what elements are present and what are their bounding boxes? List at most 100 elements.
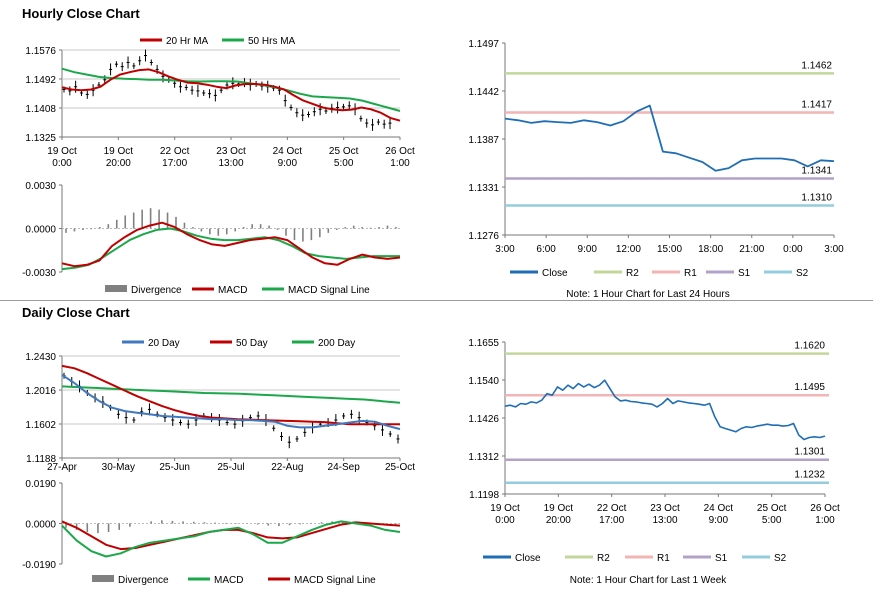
daily-price-ylabel-1: 1.2016	[25, 386, 56, 397]
daily-week-xlabel-2-b: 17:00	[599, 515, 624, 526]
daily-macd-ylabel-2: -0.0190	[22, 560, 56, 571]
daily-week-legend-r1-label: R1	[657, 553, 670, 564]
daily-week-ylabel-4: 1.1198	[469, 490, 499, 501]
daily-price-xlabel-4: 22-Aug	[271, 462, 303, 473]
hourly-24h-legend-close-label: Close	[542, 268, 568, 279]
daily-week-xlabel-3-b: 13:00	[652, 515, 677, 526]
hourly-24h-xlabel-5: 18:00	[698, 244, 723, 255]
daily-week-ylabel-2: 1.1426	[468, 414, 499, 425]
hourly-price-ylabel-2: 1.1408	[25, 104, 56, 115]
hourly-legend-signal-label: MACD Signal Line	[288, 285, 370, 296]
daily-price-xlabel-5: 24-Sep	[328, 462, 361, 473]
hourly-legend-50hr-label: 50 Hrs MA	[248, 36, 296, 47]
daily-legend-20day-label: 20 Day	[148, 338, 180, 349]
hourly-macd-line	[61, 221, 401, 268]
daily-200day-line	[61, 385, 401, 404]
hourly-24h-s1-label: 1.1341	[801, 166, 832, 177]
daily-week-xlabel-5-b: 5:00	[762, 515, 782, 526]
section-divider	[0, 300, 873, 301]
hourly-50hr-ma-line	[61, 67, 401, 112]
hourly-24h-r2-label: 1.1462	[801, 60, 832, 71]
hourly-24h-ylabel-4: 1.1276	[468, 231, 499, 242]
hourly-price-xlabel-2-b: 17:00	[162, 158, 187, 169]
daily-week-legend-s1-label: S1	[715, 553, 728, 564]
daily-legend-divergence-swatch	[92, 575, 114, 582]
daily-week-ylabel-3: 1.1312	[468, 452, 499, 463]
daily-price-xlabel-2: 25-Jun	[159, 462, 190, 473]
daily-week-xlabel-3-a: 23 Oct	[650, 503, 680, 514]
daily-week-s1-label: 1.1301	[794, 447, 825, 458]
hourly-24h-xlabel-4: 15:00	[657, 244, 682, 255]
daily-macd-ylabel-1: 0.0000	[25, 520, 56, 531]
daily-week-note: Note: 1 Hour Chart for Last 1 Week	[570, 575, 728, 586]
hourly-macd-ylabel-1: 0.0000	[25, 225, 56, 236]
hourly-price-xlabel-3-b: 13:00	[218, 158, 243, 169]
hourly-legend-20hr-label: 20 Hr MA	[166, 36, 209, 47]
daily-week-legend-close-label: Close	[515, 553, 541, 564]
daily-price-xlabel-1: 30-May	[102, 462, 135, 473]
hourly-24h-xlabel-1: 6:00	[536, 244, 556, 255]
hourly-20hr-ma-line	[61, 68, 401, 122]
hourly-legend-macd-label: MACD	[218, 285, 247, 296]
hourly-24h-legend-s1-label: S1	[738, 268, 751, 279]
daily-week-xlabel-0-a: 19 Oct	[490, 503, 520, 514]
daily-macd-signal-line	[61, 520, 401, 551]
daily-price-ylabel-2: 1.1602	[25, 420, 56, 431]
hourly-price-xlabel-5-b: 5:00	[334, 158, 354, 169]
hourly-24h-xlabel-8: 3:00	[824, 244, 844, 255]
hourly-24h-xlabel-2: 9:00	[578, 244, 598, 255]
hourly-24h-ylabel-0: 1.1497	[468, 39, 499, 50]
hourly-price-xlabel-1-a: 19 Oct	[104, 146, 134, 157]
daily-macd-ylabel-0: 0.0190	[25, 479, 56, 490]
hourly-24h-xlabel-7: 0:00	[783, 244, 803, 255]
hourly-price-ylabel-0: 1.1576	[25, 46, 56, 57]
hourly-24h-legend-s2-label: S2	[796, 268, 809, 279]
daily-week-xlabel-4-b: 9:00	[709, 515, 729, 526]
daily-week-legend-r2-label: R2	[597, 553, 610, 564]
hourly-price-xlabel-4-a: 24 Oct	[273, 146, 303, 157]
daily-price-ylabel-0: 1.2430	[25, 352, 56, 363]
daily-week-r1-label: 1.1495	[794, 382, 825, 393]
daily-week-r2-label: 1.1620	[794, 341, 825, 352]
hourly-price-ylabel-3: 1.1325	[25, 133, 56, 144]
daily-week-xlabel-6-a: 26 Oct	[810, 503, 840, 514]
daily-50day-line	[61, 364, 400, 426]
hourly-price-xlabel-0-b: 0:00	[52, 158, 72, 169]
hourly-24h-r1-label: 1.1417	[801, 100, 832, 111]
daily-legend-divergence-label: Divergence	[118, 575, 169, 586]
hourly-price-xlabel-6-a: 26 Oct	[385, 146, 415, 157]
daily-price-xlabel-3: 25-Jul	[217, 462, 244, 473]
daily-week-xlabel-4-a: 24 Oct	[704, 503, 734, 514]
hourly-legend-divergence-label: Divergence	[131, 285, 182, 296]
hourly-price-xlabel-4-b: 9:00	[278, 158, 298, 169]
daily-week-xlabel-0-b: 0:00	[495, 515, 515, 526]
daily-week-ylabel-0: 1.1655	[468, 338, 499, 349]
hourly-price-ylabel-1: 1.1492	[25, 75, 56, 86]
hourly-price-xlabel-0-a: 19 Oct	[47, 146, 77, 157]
daily-price-ylabel-3: 1.1188	[26, 454, 56, 465]
daily-week-xlabel-6-b: 1:00	[815, 515, 835, 526]
hourly-macd-ylabel-0: 0.0030	[25, 181, 56, 192]
daily-legend-200day-label: 200 Day	[318, 338, 355, 349]
hourly-24h-note: Note: 1 Hour Chart for Last 24 Hours	[566, 289, 729, 300]
hourly-section-title: Hourly Close Chart	[22, 6, 140, 21]
daily-week-xlabel-1-b: 20:00	[546, 515, 571, 526]
daily-week-close-line	[504, 379, 826, 441]
hourly-24h-close-line	[504, 104, 835, 172]
hourly-24h-ylabel-1: 1.1442	[468, 87, 499, 98]
hourly-legend-divergence-swatch	[105, 285, 127, 292]
hourly-24h-ylabel-2: 1.1387	[468, 135, 499, 146]
hourly-macd-ylabel-2: -0.0030	[22, 268, 56, 279]
daily-section-title: Daily Close Chart	[22, 305, 130, 320]
daily-macd-line	[61, 520, 401, 558]
hourly-24h-xlabel-3: 12:00	[616, 244, 641, 255]
hourly-24h-xlabel-6: 21:00	[739, 244, 764, 255]
daily-week-s2-label: 1.1232	[794, 470, 825, 481]
daily-legend-macd-label: MACD	[214, 575, 243, 586]
daily-week-ylabel-1: 1.1540	[468, 376, 499, 387]
daily-week-xlabel-5-a: 25 Oct	[757, 503, 787, 514]
daily-week-xlabel-2-a: 22 Oct	[597, 503, 627, 514]
hourly-price-xlabel-2-a: 22 Oct	[160, 146, 190, 157]
hourly-24h-s2-label: 1.1310	[801, 192, 832, 203]
hourly-price-xlabel-5-a: 25 Oct	[329, 146, 359, 157]
